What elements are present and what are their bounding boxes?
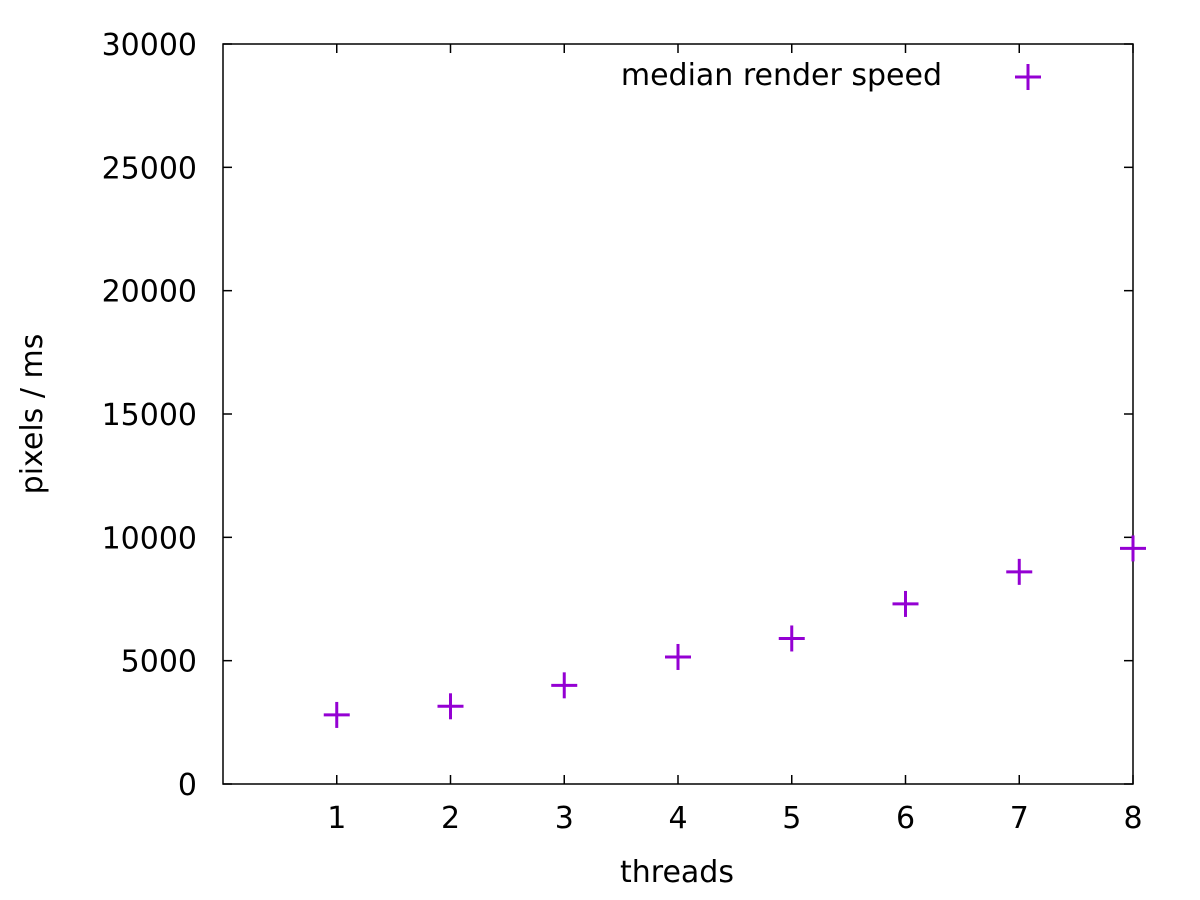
data-point xyxy=(1120,535,1146,562)
y-axis: 0 5000 10000 15000 20000 25000 30000 xyxy=(102,28,1133,803)
legend-marker xyxy=(1015,64,1041,90)
data-point xyxy=(551,672,578,699)
y-tick-label: 25000 xyxy=(102,151,197,186)
x-tick-label: 5 xyxy=(782,801,801,836)
legend-plus-marker xyxy=(1015,64,1041,90)
x-tick-label: 8 xyxy=(1123,801,1142,836)
x-tick-label: 3 xyxy=(555,801,574,836)
x-tick-label: 6 xyxy=(896,801,915,836)
x-tick-label: 4 xyxy=(668,801,687,836)
x-axis-title: threads xyxy=(620,855,734,890)
data-point xyxy=(665,643,691,670)
legend: median render speed xyxy=(621,58,1041,93)
x-tick-label: 2 xyxy=(441,801,460,836)
data-point xyxy=(323,701,350,728)
data-point xyxy=(892,590,919,617)
plot-frame xyxy=(222,43,1134,785)
x-tick-label: 1 xyxy=(327,801,346,836)
data-points xyxy=(323,535,1146,728)
x-tick-label: 7 xyxy=(1010,801,1029,836)
data-point xyxy=(778,625,805,652)
y-tick-label: 20000 xyxy=(102,275,197,310)
legend-label: median render speed xyxy=(621,58,942,93)
data-point xyxy=(437,693,464,720)
y-tick-label: 10000 xyxy=(102,521,197,556)
y-axis-title: pixels / ms xyxy=(15,334,50,495)
y-tick-label: 30000 xyxy=(102,28,197,63)
y-tick-label: 5000 xyxy=(121,645,197,680)
y-tick-label: 15000 xyxy=(102,398,197,433)
data-point xyxy=(1006,558,1033,585)
y-tick-label: 0 xyxy=(178,768,197,803)
x-axis: 1 2 3 4 5 6 7 8 xyxy=(327,44,1143,836)
